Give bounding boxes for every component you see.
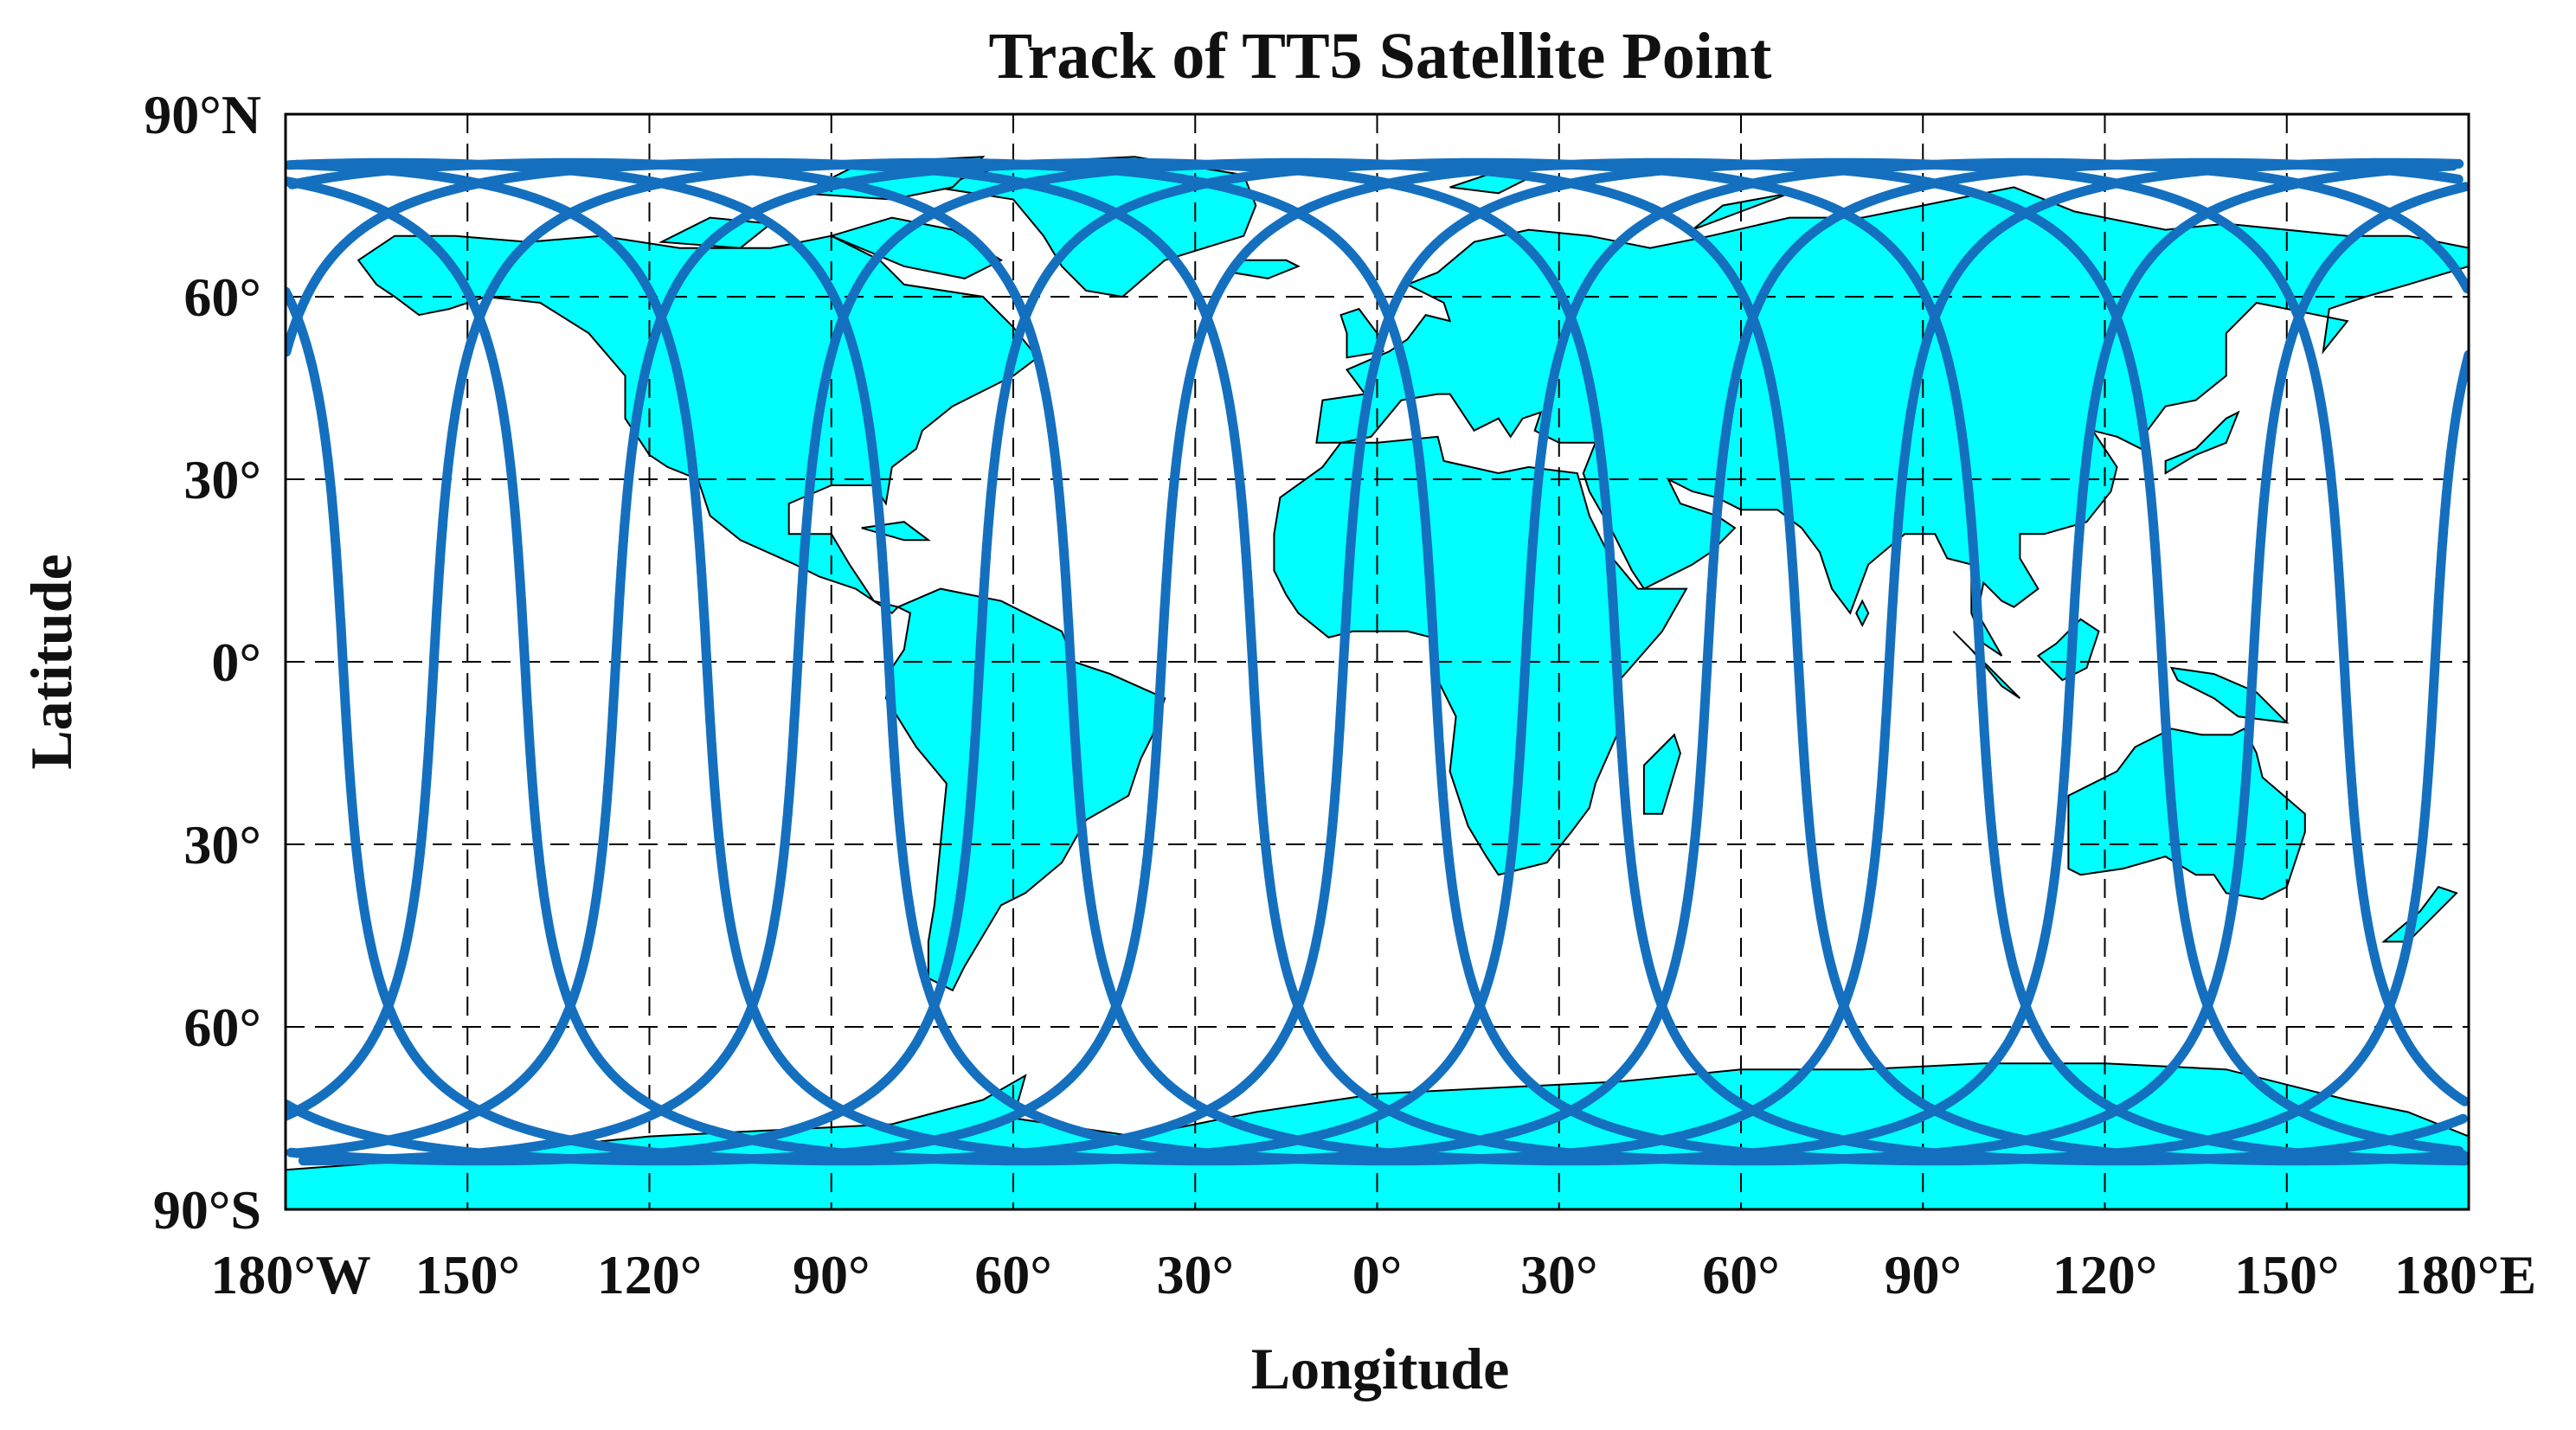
land-new-guinea — [2169, 666, 2290, 724]
land-baffin — [828, 216, 1004, 279]
track-segment-1 — [286, 157, 2464, 1166]
x-tick-label: 30° — [1520, 1244, 1598, 1305]
x-tick-label: 60° — [974, 1244, 1052, 1305]
track-segment-4 — [286, 157, 2469, 1166]
track-segment-0 — [1050, 161, 2458, 1166]
track-segment-3 — [286, 157, 2469, 1166]
land-africa — [1273, 435, 1688, 876]
land-sri-lanka — [1855, 599, 1870, 628]
x-tick-label: 120° — [2052, 1244, 2158, 1305]
x-tick-label: 150° — [2234, 1244, 2340, 1305]
y-tick-label: 90°S — [153, 1179, 261, 1241]
land-madagascar — [1642, 733, 1681, 815]
chart-title: Track of TT5 Satellite Point — [989, 20, 1772, 93]
x-tick-label: 90° — [1884, 1244, 1962, 1305]
x-tick-label: 30° — [1156, 1244, 1234, 1305]
track-segment-11 — [287, 157, 1063, 491]
x-axis-label: Longitude — [1251, 1336, 1510, 1401]
y-tick-label: 30° — [183, 814, 261, 875]
land-south-america — [884, 587, 1166, 992]
track-segment-2 — [291, 157, 2464, 1166]
x-tick-label: 150° — [414, 1244, 520, 1305]
y-tick-label: 30° — [183, 449, 261, 510]
track-segment-10 — [286, 157, 2469, 1166]
land-british-isles — [1339, 307, 1384, 359]
track-segment-7 — [298, 157, 2468, 1166]
land-eurasia — [1315, 186, 2469, 657]
land-north-america — [357, 234, 1039, 614]
y-tick-labels: 90°N 60° 30° 0° 30° 60° 90°S — [144, 84, 261, 1241]
plot-frame — [284, 112, 2470, 1211]
y-tick-label: 60° — [183, 266, 261, 328]
x-tick-label: 180°E — [2394, 1244, 2536, 1305]
land-japan — [2164, 410, 2240, 475]
y-tick-label: 90°N — [144, 84, 261, 145]
y-axis-label: Latitude — [18, 554, 84, 769]
x-tick-labels: 180°W 150° 120° 90° 60° 30° 0° 30° 60° 90° 120° 150… — [210, 1244, 2536, 1305]
track-segment-5 — [286, 157, 2464, 1166]
track-segment-9 — [286, 157, 2469, 1166]
x-tick-label: 60° — [1702, 1244, 1780, 1305]
x-tick-label: 180°W — [210, 1244, 371, 1305]
track-layer — [286, 157, 2469, 1166]
x-tick-label: 0° — [1352, 1244, 1403, 1305]
y-tick-label: 0° — [211, 632, 261, 693]
x-tick-label: 120° — [597, 1244, 703, 1305]
track-segment-8 — [292, 157, 2468, 1166]
y-tick-label: 60° — [183, 997, 261, 1058]
x-tick-label: 90° — [793, 1244, 870, 1305]
